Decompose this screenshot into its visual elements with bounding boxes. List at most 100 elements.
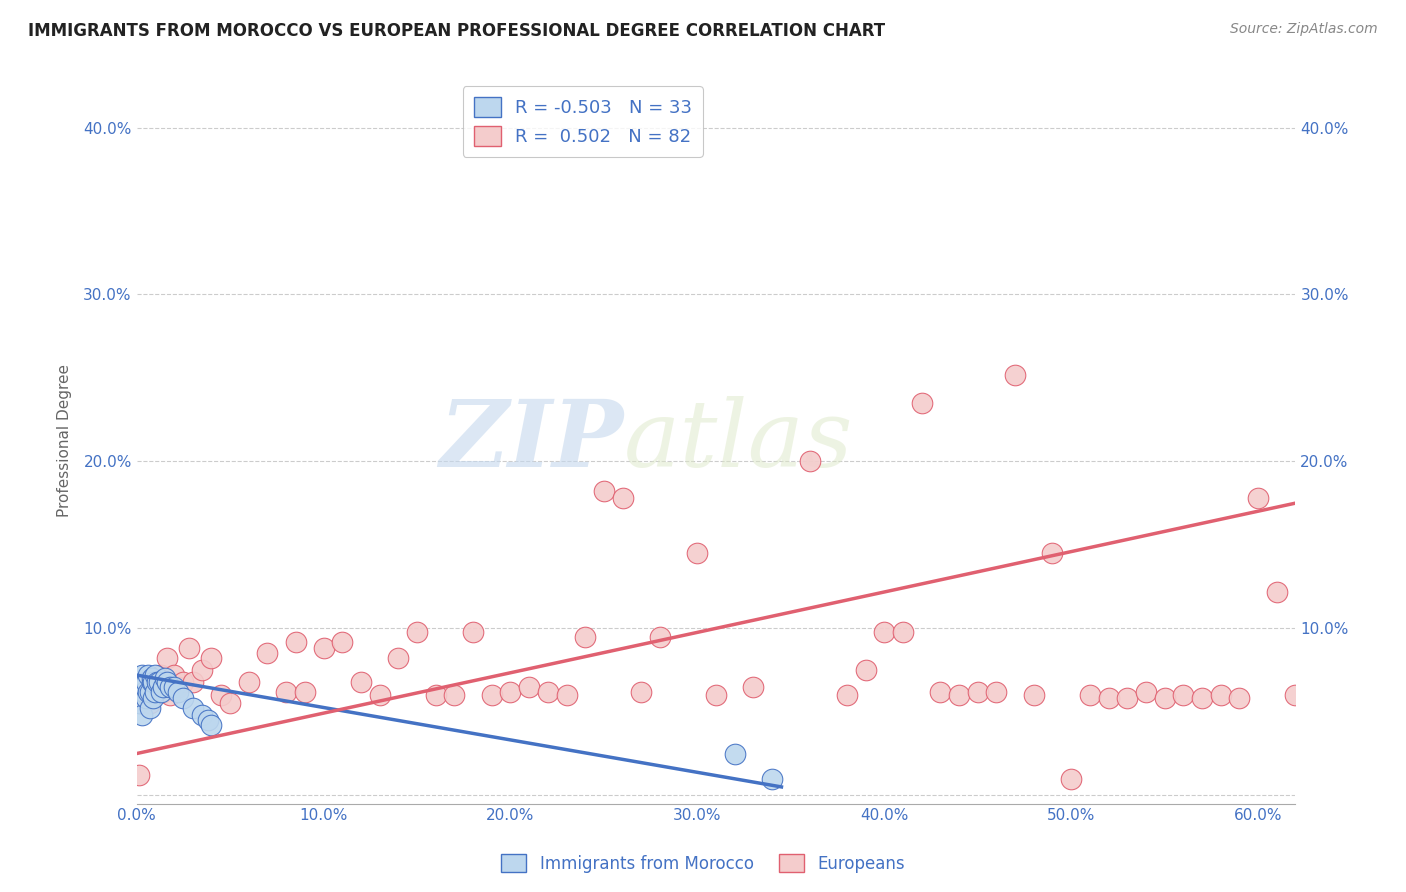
Point <box>1340 688 1362 702</box>
Point <box>135 691 157 706</box>
Point <box>873 624 896 639</box>
Point <box>166 680 188 694</box>
Point <box>312 641 335 656</box>
Point <box>141 672 163 686</box>
Point <box>1116 691 1139 706</box>
Point <box>966 685 988 699</box>
Legend: Immigrants from Morocco, Europeans: Immigrants from Morocco, Europeans <box>495 847 911 880</box>
Point <box>128 697 150 711</box>
Point <box>574 630 596 644</box>
Point <box>555 688 578 702</box>
Point <box>1209 688 1232 702</box>
Point <box>911 396 934 410</box>
Point <box>142 674 165 689</box>
Point <box>461 624 484 639</box>
Point <box>149 685 172 699</box>
Point <box>648 630 671 644</box>
Point <box>406 624 429 639</box>
Point <box>219 697 242 711</box>
Point <box>1227 691 1250 706</box>
Point <box>138 697 160 711</box>
Text: atlas: atlas <box>623 395 853 485</box>
Point <box>146 674 169 689</box>
Text: ZIP: ZIP <box>439 395 623 485</box>
Point <box>1284 688 1306 702</box>
Point <box>163 680 186 694</box>
Point <box>1004 368 1026 382</box>
Point <box>835 688 858 702</box>
Point <box>350 674 373 689</box>
Point <box>143 668 166 682</box>
Point <box>1247 491 1270 505</box>
Point <box>368 688 391 702</box>
Point <box>1060 772 1083 786</box>
Point <box>153 672 176 686</box>
Point <box>138 685 160 699</box>
Point <box>172 691 194 706</box>
Point <box>134 691 156 706</box>
Point <box>200 651 222 665</box>
Point <box>131 668 153 682</box>
Point <box>1078 688 1101 702</box>
Point <box>191 663 214 677</box>
Point <box>891 624 914 639</box>
Point <box>181 674 204 689</box>
Point <box>142 688 165 702</box>
Point <box>136 685 159 699</box>
Point <box>948 688 970 702</box>
Point <box>742 680 765 694</box>
Point <box>593 484 616 499</box>
Point <box>131 680 153 694</box>
Point <box>136 685 159 699</box>
Point <box>141 680 163 694</box>
Point <box>153 674 176 689</box>
Point <box>855 663 877 677</box>
Point <box>330 634 353 648</box>
Point <box>134 685 156 699</box>
Point <box>166 685 188 699</box>
Point <box>152 680 174 694</box>
Point <box>284 634 307 648</box>
Point <box>142 691 165 706</box>
Point <box>143 685 166 699</box>
Point <box>425 688 447 702</box>
Point <box>152 685 174 699</box>
Point <box>128 768 150 782</box>
Point <box>197 713 219 727</box>
Point <box>1303 688 1326 702</box>
Point <box>155 674 177 689</box>
Point <box>177 641 200 656</box>
Point <box>159 688 181 702</box>
Point <box>1042 546 1064 560</box>
Point <box>191 708 214 723</box>
Point <box>387 651 409 665</box>
Point <box>294 685 316 699</box>
Point <box>724 747 747 761</box>
Point <box>129 697 152 711</box>
Point <box>1022 688 1045 702</box>
Point <box>1135 685 1157 699</box>
Point <box>163 668 186 682</box>
Point <box>799 454 821 468</box>
Point <box>1153 691 1175 706</box>
Point <box>143 674 166 689</box>
Point <box>499 685 522 699</box>
Point <box>155 651 177 665</box>
Point <box>686 546 709 560</box>
Point <box>209 688 232 702</box>
Point <box>630 685 652 699</box>
Point <box>929 685 952 699</box>
Point <box>1173 688 1195 702</box>
Point <box>238 674 260 689</box>
Point <box>136 668 159 682</box>
Point <box>159 680 181 694</box>
Point <box>181 701 204 715</box>
Point <box>1265 584 1288 599</box>
Point <box>1097 691 1119 706</box>
Text: Source: ZipAtlas.com: Source: ZipAtlas.com <box>1230 22 1378 37</box>
Y-axis label: Professional Degree: Professional Degree <box>58 364 72 517</box>
Point <box>761 772 783 786</box>
Point <box>135 674 157 689</box>
Point <box>200 718 222 732</box>
Point <box>148 674 170 689</box>
